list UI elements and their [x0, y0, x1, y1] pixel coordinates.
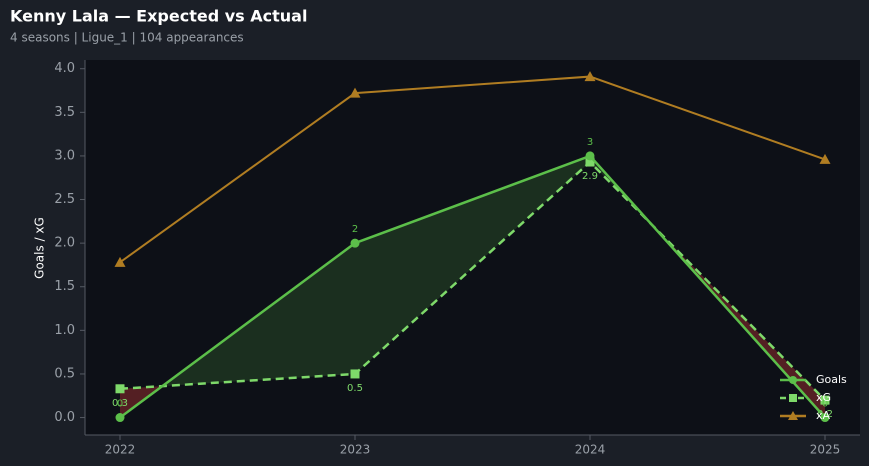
value-label: 2.9: [582, 171, 598, 182]
point: [820, 413, 830, 423]
point: [115, 413, 125, 423]
legend-label: Goals: [816, 373, 847, 386]
y-tick-label: 3.0: [54, 148, 75, 163]
y-tick-label: 1.0: [54, 323, 75, 338]
chart-subtitle: 4 seasons | Ligue_1 | 104 appearances: [10, 31, 244, 45]
legend-marker: [789, 394, 797, 402]
point: [115, 384, 125, 394]
point: [350, 369, 360, 379]
plot-area: [85, 60, 860, 435]
y-tick-label: 0.5: [54, 366, 75, 381]
value-label: 0: [822, 399, 828, 410]
legend-marker: [789, 376, 797, 384]
y-tick-label: 4.0: [54, 61, 75, 76]
series-line: [119, 75, 826, 264]
chart-title: Kenny Lala — Expected vs Actual: [10, 7, 307, 26]
point: [584, 71, 596, 82]
y-tick-label: 2.0: [54, 236, 75, 251]
point: [350, 238, 360, 248]
point: [585, 151, 595, 161]
legend-label: xG: [816, 391, 831, 404]
y-axis-label: Goals / xG: [33, 217, 47, 279]
legend-marker: [788, 411, 798, 420]
series-line: [119, 154, 826, 419]
point: [820, 395, 830, 405]
y-tick-label: 0.0: [54, 410, 75, 425]
value-label: 0: [117, 399, 123, 410]
legend-label: xA: [816, 409, 831, 422]
y-tick-label: 2.5: [54, 192, 75, 207]
y-tick-label: 1.5: [54, 279, 75, 294]
x-tick-label: 2025: [810, 443, 841, 457]
value-label: 0.5: [347, 383, 363, 394]
point: [819, 153, 831, 164]
x-tick-label: 2024: [575, 443, 606, 457]
point: [114, 256, 126, 267]
y-tick-label: 3.5: [54, 105, 75, 120]
value-label: 2: [352, 224, 358, 235]
point: [585, 157, 595, 167]
x-tick-label: 2023: [340, 443, 371, 457]
value-label: 3: [587, 137, 593, 148]
x-tick-label: 2022: [105, 443, 136, 457]
value-label: 0.3: [112, 398, 128, 409]
point: [349, 87, 361, 98]
series-line: [119, 160, 826, 401]
